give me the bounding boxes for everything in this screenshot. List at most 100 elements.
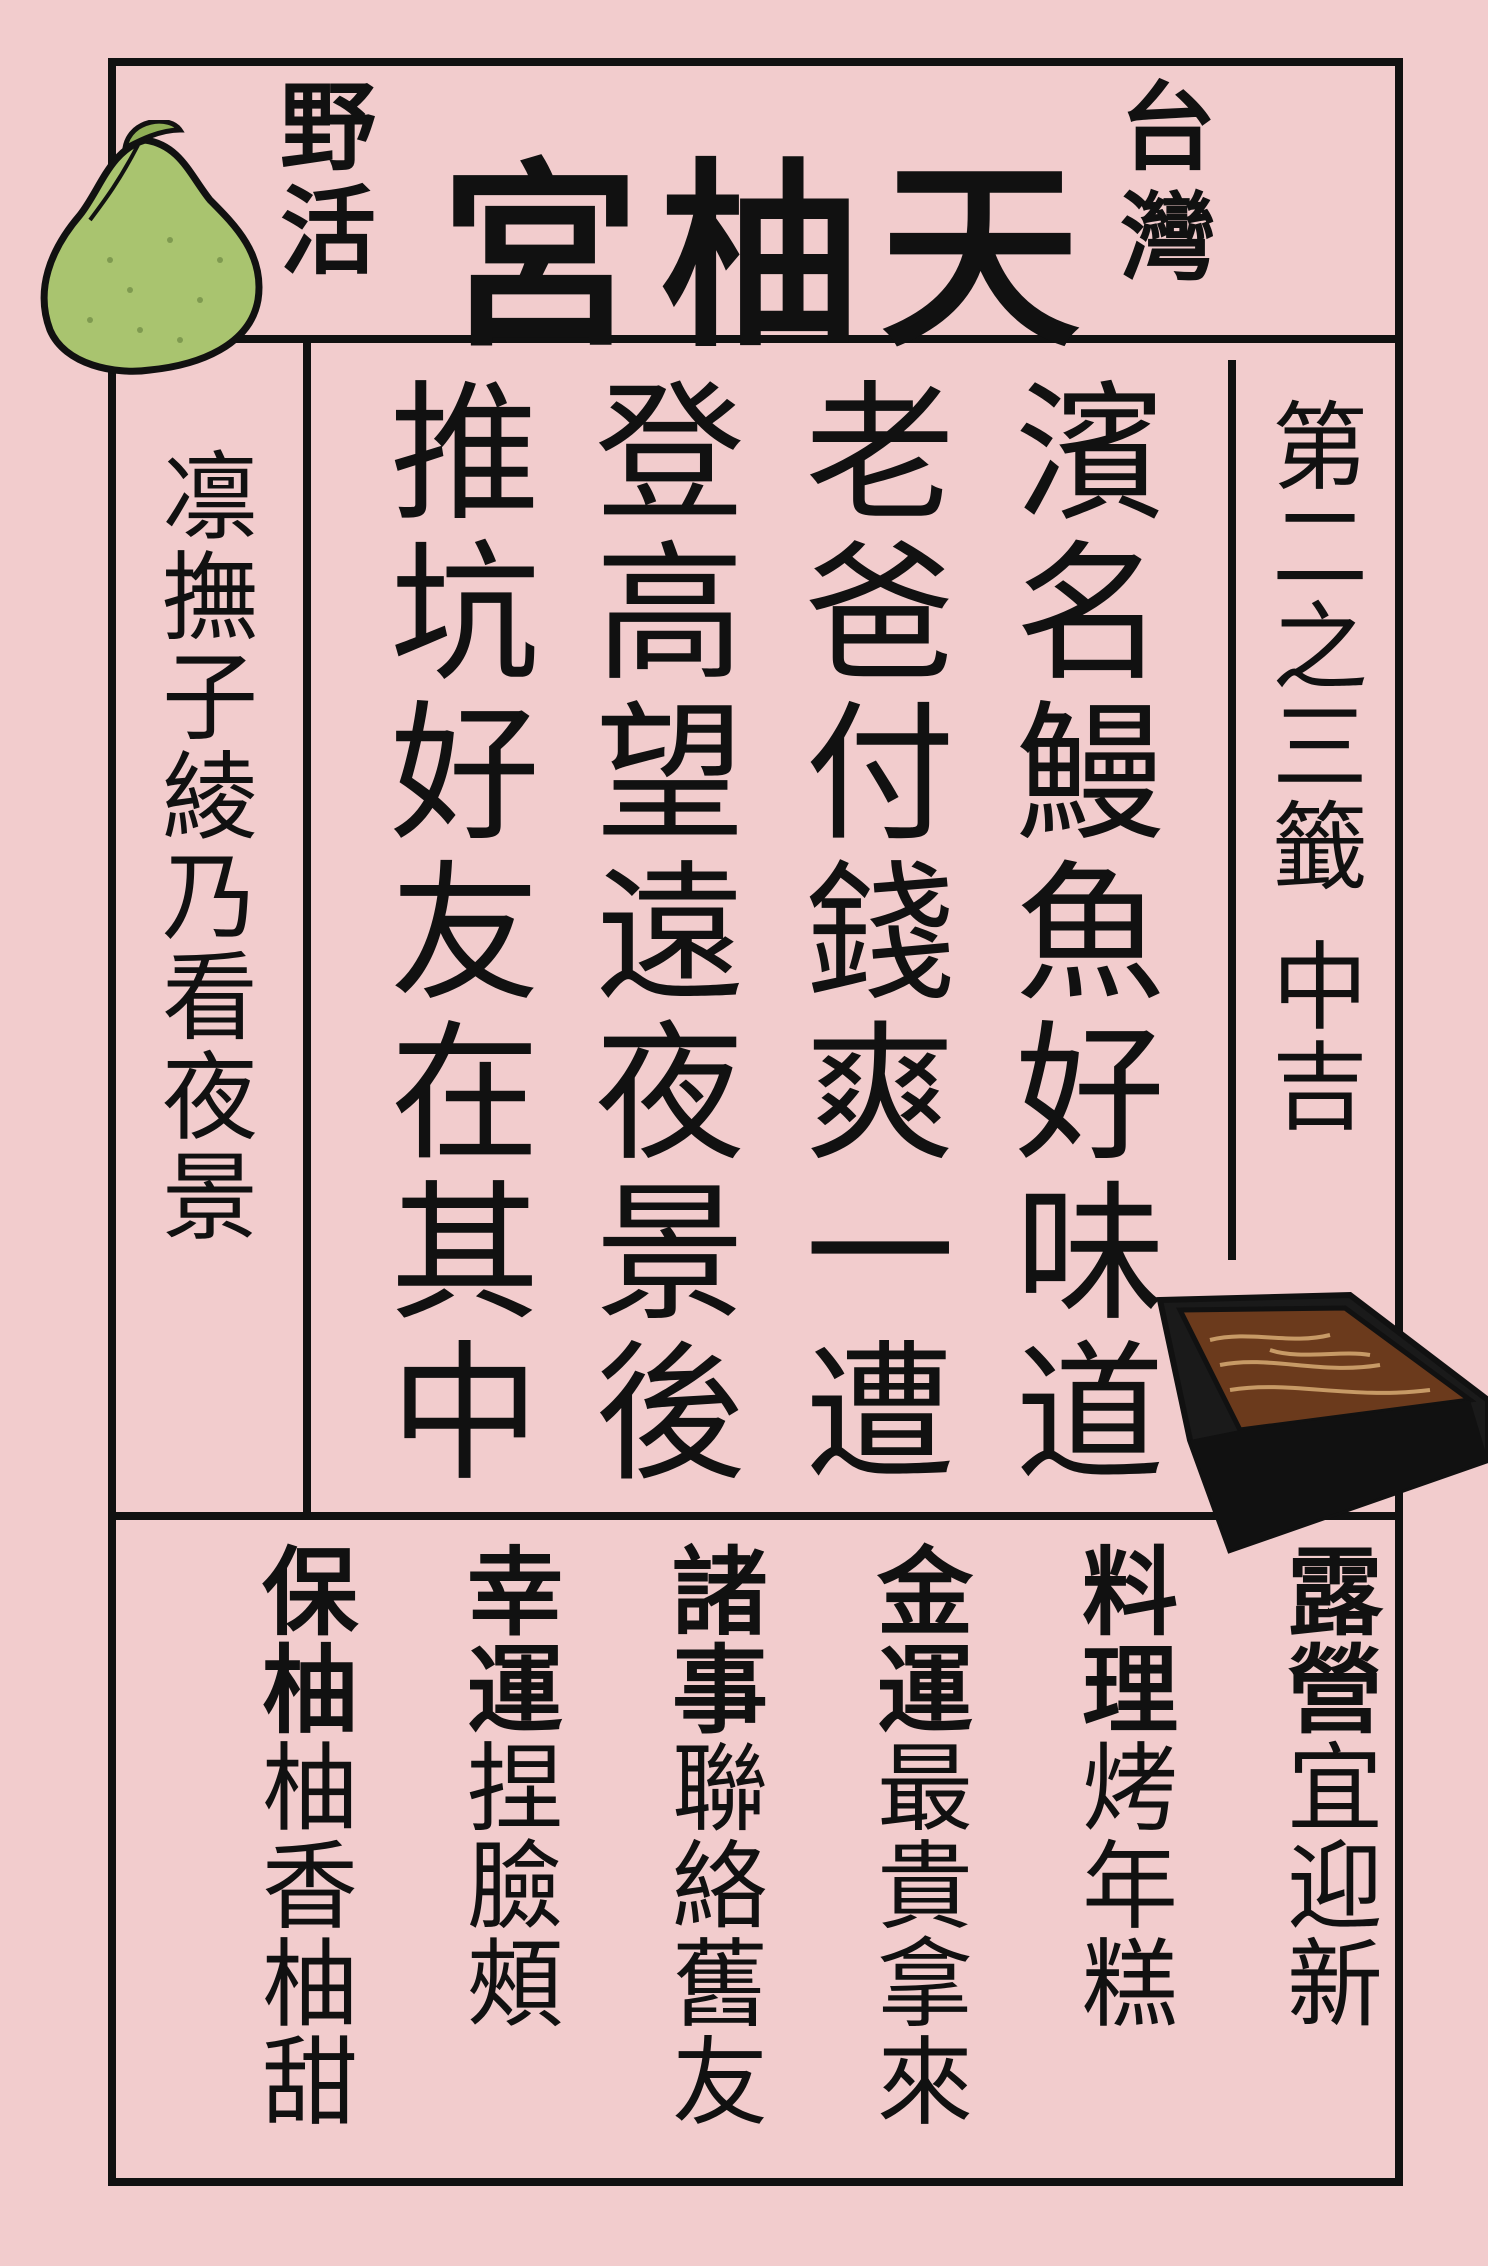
note-char: 綾 [162, 742, 258, 854]
category-camping: 露 營 宜 迎 新 [1280, 1545, 1390, 2035]
poem-char: 登 [594, 368, 745, 542]
poem-char: 一 [804, 1168, 955, 1342]
category-body-char: 拿 [877, 1929, 973, 2041]
poem-char: 老 [804, 368, 955, 542]
poem-line-2: 老 爸 付 錢 爽 一 遭 [795, 380, 965, 1500]
poem-char: 鰻 [1014, 688, 1165, 862]
poem-char: 在 [389, 1008, 540, 1182]
category-title-char: 理 [1082, 1635, 1178, 1747]
bottom-section-divider [108, 1512, 1403, 1520]
fortune-char: 吉 [1272, 1032, 1368, 1144]
poem-char: 推 [389, 368, 540, 542]
category-title-char: 柚 [262, 1635, 358, 1747]
header-right-label: 台 灣 [1120, 80, 1216, 286]
category-title-char: 幸 [467, 1537, 563, 1649]
unagi-box-icon [1156, 1291, 1488, 1554]
poem-char: 後 [594, 1328, 745, 1502]
category-body-char: 臉 [467, 1831, 563, 1943]
category-body-char: 香 [262, 1831, 358, 1943]
note-char: 乃 [162, 842, 258, 954]
outer-frame [108, 58, 1403, 2186]
category-body-char: 絡 [672, 1831, 768, 1943]
category-body-char: 來 [877, 2027, 973, 2139]
poem-char: 名 [1014, 528, 1165, 702]
poem-char: 友 [389, 848, 540, 1022]
header-divider [108, 335, 1403, 343]
poem-line-4: 推 坑 好 友 在 其 中 [380, 380, 550, 1500]
poem-line-3: 登 高 望 遠 夜 景 後 [585, 380, 755, 1500]
fortune-number-label: 第 二 之 三 籤 中 吉 [1270, 400, 1370, 1140]
category-body-char: 年 [1082, 1831, 1178, 1943]
fortune-char: 中 [1272, 932, 1368, 1044]
fortune-char: 籤 [1272, 792, 1368, 904]
category-money: 金 運 最 貴 拿 來 [870, 1545, 980, 2133]
page-title: 宮柚天 [440, 142, 1101, 375]
category-body-char: 貴 [877, 1831, 973, 1943]
header-left-char: 野 [280, 72, 376, 184]
category-body-char: 新 [1287, 1929, 1383, 2041]
poem-char: 好 [389, 688, 540, 862]
poem-char: 爽 [804, 1008, 955, 1182]
poem-char: 道 [1014, 1328, 1165, 1502]
pomelo-icon [40, 120, 263, 375]
category-body-char: 迎 [1287, 1831, 1383, 1943]
note-char: 凛 [162, 442, 258, 554]
poem-char: 景 [594, 1168, 745, 1342]
category-cooking: 料 理 烤 年 糕 [1075, 1545, 1185, 2035]
note-char: 看 [162, 942, 258, 1054]
category-body-char: 烤 [1082, 1733, 1178, 1845]
note-char: 夜 [162, 1042, 258, 1154]
category-title-char: 營 [1287, 1635, 1383, 1747]
header-right-char: 灣 [1120, 182, 1216, 294]
fortune-char: 之 [1272, 592, 1368, 704]
note-char: 撫 [162, 542, 258, 654]
category-title-char: 金 [877, 1537, 973, 1649]
category-pomelo-blessing: 保 柚 柚 香 柚 甜 [255, 1545, 365, 2133]
category-body-char: 宜 [1287, 1733, 1383, 1845]
category-body-char: 柚 [262, 1733, 358, 1845]
category-title-char: 運 [877, 1635, 973, 1747]
category-body-char: 最 [877, 1733, 973, 1845]
header-left-char: 活 [280, 176, 376, 288]
category-body-char: 頰 [467, 1929, 563, 2041]
left-column-divider [303, 343, 311, 1512]
category-title-char: 運 [467, 1635, 563, 1747]
fortune-char: 三 [1272, 692, 1368, 804]
category-title-char: 諸 [672, 1537, 768, 1649]
category-title-char: 事 [672, 1635, 768, 1747]
poem-line-1: 濱 名 鰻 魚 好 味 道 [1005, 380, 1175, 1500]
poem-char: 高 [594, 528, 745, 702]
category-body-char: 友 [672, 2027, 768, 2139]
poem-char: 遭 [804, 1328, 955, 1502]
category-body-char: 甜 [262, 2027, 358, 2139]
fortune-char: 二 [1272, 492, 1368, 604]
category-luck: 幸 運 捏 臉 頰 [460, 1545, 570, 2035]
category-matters: 諸 事 聯 絡 舊 友 [665, 1545, 775, 2133]
category-title-char: 露 [1287, 1537, 1383, 1649]
poem-char: 爸 [804, 528, 955, 702]
poem-char: 魚 [1014, 848, 1165, 1022]
left-note: 凛 撫 子 綾 乃 看 夜 景 [160, 450, 260, 1250]
header-left-label: 野 活 [280, 80, 376, 280]
poem-char: 錢 [804, 848, 955, 1022]
poem-char: 濱 [1014, 368, 1165, 542]
poem-char: 其 [389, 1168, 540, 1342]
category-body-char: 柚 [262, 1929, 358, 2041]
fortune-char: 第 [1272, 392, 1368, 504]
category-title-char: 料 [1082, 1537, 1178, 1649]
note-char: 子 [162, 642, 258, 754]
poem-char: 好 [1014, 1008, 1165, 1182]
header-right-char: 台 [1120, 72, 1216, 184]
right-column-divider [1228, 360, 1236, 1260]
category-body-char: 糕 [1082, 1929, 1178, 2041]
category-body-char: 舊 [672, 1929, 768, 2041]
category-title-char: 保 [262, 1537, 358, 1649]
poem-char: 夜 [594, 1008, 745, 1182]
poem-char: 坑 [389, 528, 540, 702]
poem-char: 中 [389, 1328, 540, 1502]
poem-char: 遠 [594, 848, 745, 1022]
category-body-char: 聯 [672, 1733, 768, 1845]
poem-char: 望 [594, 688, 745, 862]
note-char: 景 [162, 1142, 258, 1254]
